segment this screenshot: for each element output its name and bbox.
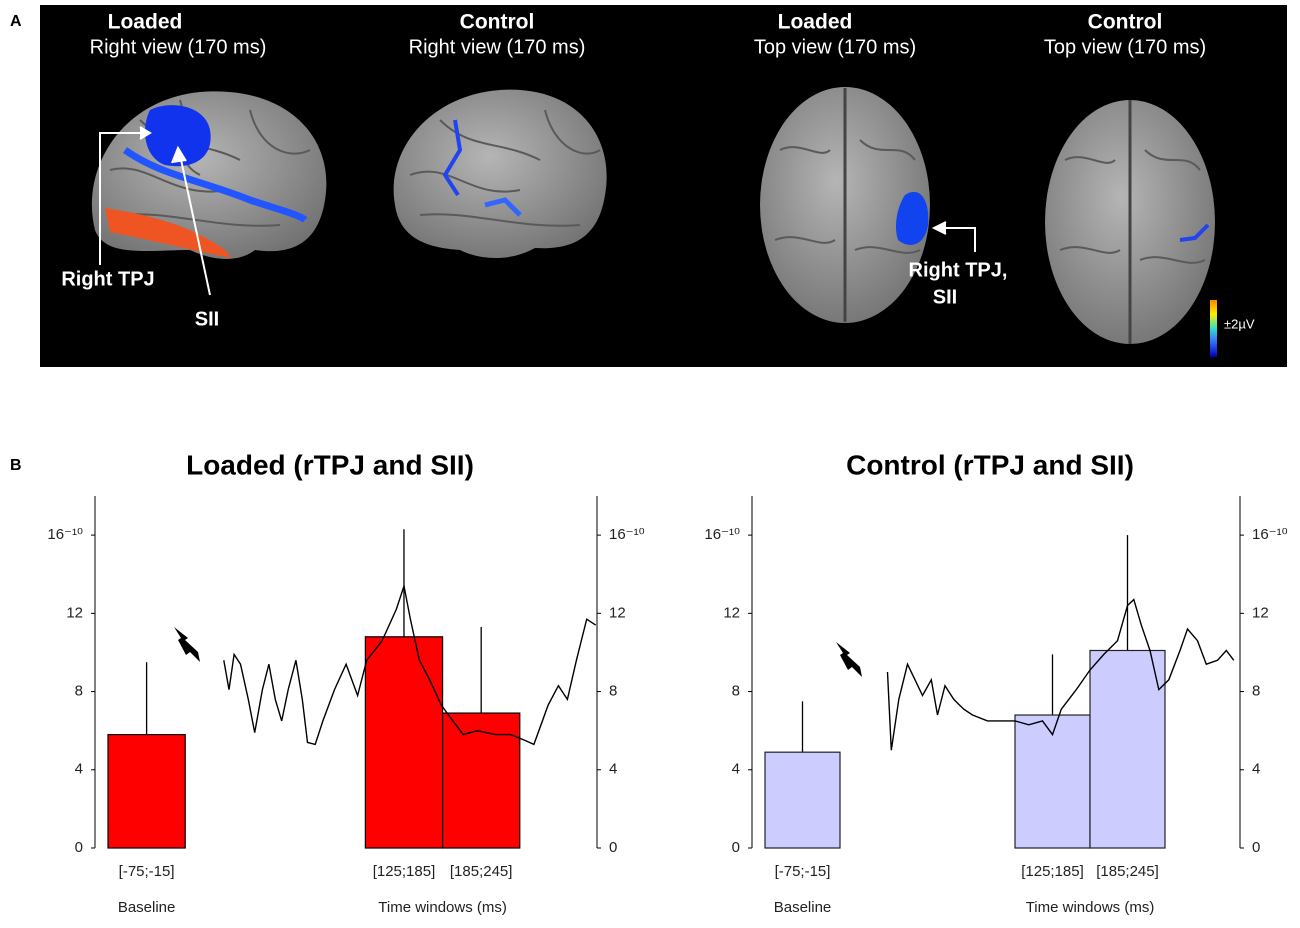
- annotation: SII: [195, 308, 219, 330]
- annotation: SII: [933, 286, 957, 308]
- y-tick-label: 0: [732, 839, 740, 856]
- annotation: Right TPJ,: [909, 259, 1008, 281]
- y-tick-label: 16⁻¹⁰: [47, 526, 83, 543]
- view-condition: Loaded: [778, 11, 853, 34]
- y2-tick-label: 0: [609, 839, 617, 856]
- view-label: Top view (170 ms): [1044, 36, 1206, 58]
- view-condition: Control: [460, 11, 535, 34]
- signal-line: [886, 598, 1235, 751]
- color-bar: [1210, 300, 1217, 357]
- x-tick-label: [-75;-15]: [775, 863, 831, 880]
- x-tick-label: [125;185]: [373, 863, 436, 880]
- y2-tick-label: 12: [1252, 604, 1269, 621]
- y2-tick-label: 0: [1252, 839, 1260, 856]
- y2-tick-label: 4: [1252, 761, 1260, 778]
- x-tick-label: [125;185]: [1021, 863, 1084, 880]
- bar: [1014, 714, 1091, 849]
- baseline-label: Baseline: [774, 899, 832, 916]
- view-condition: Control: [1088, 11, 1163, 34]
- y2-tick-label: 8: [1252, 683, 1260, 700]
- x-tick-label: [-75;-15]: [119, 863, 175, 880]
- y-tick-label: 16⁻¹⁰: [704, 526, 740, 543]
- x-axis-label: Time windows (ms): [1026, 899, 1155, 916]
- y2-tick-label: 16⁻¹⁰: [1252, 526, 1288, 543]
- annotation: Right TPJ: [61, 268, 154, 290]
- panel-label: A: [10, 13, 22, 30]
- stimulus-icon: [174, 627, 200, 662]
- y-tick-label: 8: [75, 683, 83, 700]
- brain-top-loaded: [760, 87, 930, 323]
- y2-tick-label: 4: [609, 761, 617, 778]
- x-tick-label: [185;245]: [450, 863, 513, 880]
- x-axis-label: Time windows (ms): [378, 899, 507, 916]
- y-tick-label: 12: [723, 604, 740, 621]
- y-tick-label: 0: [75, 839, 83, 856]
- y-tick-label: 4: [732, 761, 740, 778]
- chart-title: Control (rTPJ and SII): [846, 449, 1134, 480]
- chart-title: Loaded (rTPJ and SII): [186, 449, 474, 480]
- x-tick-label: [185;245]: [1096, 863, 1159, 880]
- y-tick-label: 4: [75, 761, 83, 778]
- bar: [441, 712, 521, 849]
- view-label: Right view (170 ms): [90, 36, 267, 58]
- baseline-label: Baseline: [118, 899, 176, 916]
- brain-right-control: [393, 89, 607, 259]
- view-condition: Loaded: [108, 11, 183, 34]
- stimulus-icon: [836, 642, 862, 677]
- view-label: Top view (170 ms): [754, 36, 916, 58]
- arrows: [99, 126, 976, 296]
- bar: [764, 751, 841, 849]
- bar: [1089, 649, 1166, 849]
- y2-tick-label: 12: [609, 604, 626, 621]
- signal-line: [223, 583, 597, 746]
- panel-label: B: [10, 457, 22, 474]
- scale-label: ±2µV: [1224, 316, 1255, 331]
- brain-top-control: [1045, 100, 1215, 344]
- y-tick-label: 12: [66, 604, 83, 621]
- y2-tick-label: 16⁻¹⁰: [609, 526, 645, 543]
- bar: [364, 636, 444, 849]
- bar: [107, 733, 186, 849]
- y2-tick-label: 8: [609, 683, 617, 700]
- view-label: Right view (170 ms): [409, 36, 586, 58]
- y-tick-label: 8: [732, 683, 740, 700]
